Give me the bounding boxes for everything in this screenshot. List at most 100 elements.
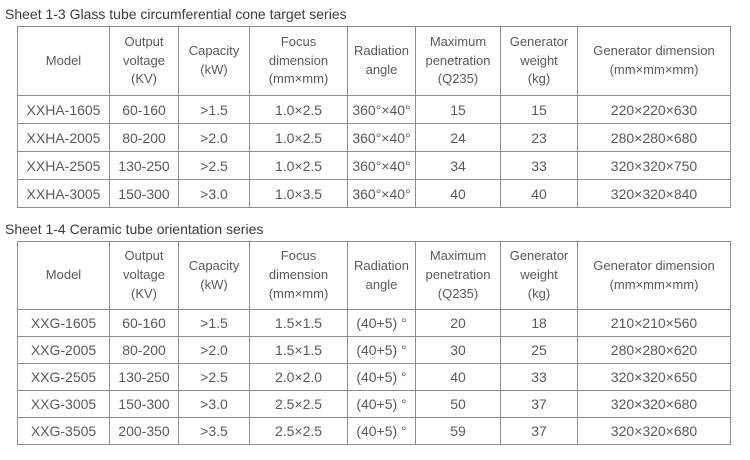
cell-generator-weight: 37 [500, 417, 578, 445]
table-row: XXG-1605 60-160 >1.5 1.5×1.5 (40+5) ° 20… [17, 309, 731, 337]
cell-radiation-angle: (40+5) ° [347, 390, 416, 418]
cell-capacity: >3.0 [178, 390, 250, 418]
cell-generator-weight: 37 [500, 390, 578, 418]
cell-output-voltage: 200-350 [109, 417, 179, 445]
cell-output-voltage: 130-250 [109, 363, 179, 391]
sheet-1-4-title: Sheet 1-4 Ceramic tube orientation serie… [5, 221, 264, 237]
cell-maximum-penetration: 15 [415, 95, 501, 124]
cell-model: XXG-3005 [17, 390, 110, 418]
cell-focus-dimension: 1.5×1.5 [249, 309, 348, 337]
cell-output-voltage: 60-160 [109, 95, 179, 124]
spec-sheet-page: Sheet 1-3 Glass tube circumferential con… [5, 6, 731, 445]
cell-output-voltage: 80-200 [109, 123, 179, 152]
cell-focus-dimension: 1.0×2.5 [249, 123, 348, 152]
column-header-generator-weight: Generator weight (kg) [500, 26, 578, 96]
cell-maximum-penetration: 59 [415, 417, 501, 445]
cell-focus-dimension: 2.0×2.0 [249, 363, 348, 391]
cell-generator-dimension: 220×220×630 [577, 95, 731, 124]
cell-generator-weight: 23 [500, 123, 578, 152]
table-row: XXG-2005 80-200 >2.0 1.5×1.5 (40+5) ° 30… [17, 336, 731, 364]
cell-capacity: >1.5 [178, 309, 250, 337]
cell-focus-dimension: 1.0×2.5 [249, 151, 348, 180]
cell-model: XXHA-3005 [17, 179, 110, 208]
cell-model: XXHA-1605 [17, 95, 110, 124]
cell-radiation-angle: 360°×40° [347, 95, 416, 124]
cell-radiation-angle: (40+5) ° [347, 336, 416, 364]
cell-capacity: >2.5 [178, 363, 250, 391]
table-row: XXG-2505 130-250 >2.5 2.0×2.0 (40+5) ° 4… [17, 363, 731, 391]
cell-focus-dimension: 2.5×2.5 [249, 390, 348, 418]
cell-model: XXG-2505 [17, 363, 110, 391]
table-row: XXHA-2505 130-250 >2.5 1.0×2.5 360°×40° … [17, 151, 731, 180]
cell-generator-dimension: 320×320×680 [577, 390, 731, 418]
column-header-output-voltage: Output voltage (KV) [109, 26, 179, 96]
cell-focus-dimension: 1.0×2.5 [249, 95, 348, 124]
cell-output-voltage: 150-300 [109, 390, 179, 418]
cell-radiation-angle: 360°×40° [347, 151, 416, 180]
cell-generator-dimension: 280×280×620 [577, 336, 731, 364]
cell-generator-weight: 18 [500, 309, 578, 337]
column-header-focus-dimension: Focus dimension (mm×mm) [249, 26, 348, 96]
cell-radiation-angle: 360°×40° [347, 179, 416, 208]
ceramic-tube-spec-table: Model Output voltage (KV) Capacity (kW) … [17, 241, 731, 445]
cell-model: XXG-1605 [17, 309, 110, 337]
cell-maximum-penetration: 34 [415, 151, 501, 180]
cell-output-voltage: 80-200 [109, 336, 179, 364]
cell-generator-weight: 15 [500, 95, 578, 124]
column-header-generator-dimension: Generator dimension (mm×mm×mm) [577, 241, 731, 310]
column-header-maximum-penetration: Maximum penetration (Q235) [415, 241, 501, 310]
cell-output-voltage: 60-160 [109, 309, 179, 337]
column-header-radiation-angle: Radiation angle [347, 241, 416, 310]
cell-capacity: >2.0 [178, 123, 250, 152]
cell-generator-dimension: 210×210×560 [577, 309, 731, 337]
cell-capacity: >3.0 [178, 179, 250, 208]
cell-maximum-penetration: 50 [415, 390, 501, 418]
cell-focus-dimension: 1.0×3.5 [249, 179, 348, 208]
cell-generator-dimension: 280×280×680 [577, 123, 731, 152]
cell-generator-dimension: 320×320×840 [577, 179, 731, 208]
table-row: XXHA-3005 150-300 >3.0 1.0×3.5 360°×40° … [17, 179, 731, 208]
cell-capacity: >3.5 [178, 417, 250, 445]
cell-generator-dimension: 320×320×650 [577, 363, 731, 391]
column-header-output-voltage: Output voltage (KV) [109, 241, 179, 310]
cell-capacity: >1.5 [178, 95, 250, 124]
cell-model: XXHA-2505 [17, 151, 110, 180]
table-row: XXG-3505 200-350 >3.5 2.5×2.5 (40+5) ° 5… [17, 417, 731, 445]
cell-maximum-penetration: 40 [415, 179, 501, 208]
cell-capacity: >2.0 [178, 336, 250, 364]
cell-generator-weight: 33 [500, 151, 578, 180]
column-header-maximum-penetration: Maximum penetration (Q235) [415, 26, 501, 96]
cell-maximum-penetration: 24 [415, 123, 501, 152]
cell-generator-weight: 25 [500, 336, 578, 364]
cell-capacity: >2.5 [178, 151, 250, 180]
cell-generator-dimension: 320×320×750 [577, 151, 731, 180]
column-header-radiation-angle: Radiation angle [347, 26, 416, 96]
header-row: Model Output voltage (KV) Capacity (kW) … [17, 241, 731, 310]
cell-generator-dimension: 320×320×680 [577, 417, 731, 445]
cell-model: XXG-2005 [17, 336, 110, 364]
cell-focus-dimension: 1.5×1.5 [249, 336, 348, 364]
column-header-focus-dimension: Focus dimension (mm×mm) [249, 241, 348, 310]
cell-maximum-penetration: 20 [415, 309, 501, 337]
table-row: XXG-3005 150-300 >3.0 2.5×2.5 (40+5) ° 5… [17, 390, 731, 418]
column-header-generator-dimension: Generator dimension (mm×mm×mm) [577, 26, 731, 96]
column-header-model: Model [17, 26, 110, 96]
table-row: XXHA-1605 60-160 >1.5 1.0×2.5 360°×40° 1… [17, 95, 731, 124]
cell-maximum-penetration: 40 [415, 363, 501, 391]
cell-radiation-angle: (40+5) ° [347, 363, 416, 391]
cell-model: XXG-3505 [17, 417, 110, 445]
column-header-capacity: Capacity (kW) [178, 26, 250, 96]
cell-output-voltage: 150-300 [109, 179, 179, 208]
cell-radiation-angle: (40+5) ° [347, 417, 416, 445]
sheet-1-3-title: Sheet 1-3 Glass tube circumferential con… [5, 6, 347, 22]
column-header-capacity: Capacity (kW) [178, 241, 250, 310]
cell-radiation-angle: (40+5) ° [347, 309, 416, 337]
glass-tube-spec-table: Model Output voltage (KV) Capacity (kW) … [17, 26, 731, 208]
cell-generator-weight: 40 [500, 179, 578, 208]
cell-radiation-angle: 360°×40° [347, 123, 416, 152]
cell-focus-dimension: 2.5×2.5 [249, 417, 348, 445]
header-row: Model Output voltage (KV) Capacity (kW) … [17, 26, 731, 96]
cell-model: XXHA-2005 [17, 123, 110, 152]
column-header-model: Model [17, 241, 110, 310]
cell-output-voltage: 130-250 [109, 151, 179, 180]
